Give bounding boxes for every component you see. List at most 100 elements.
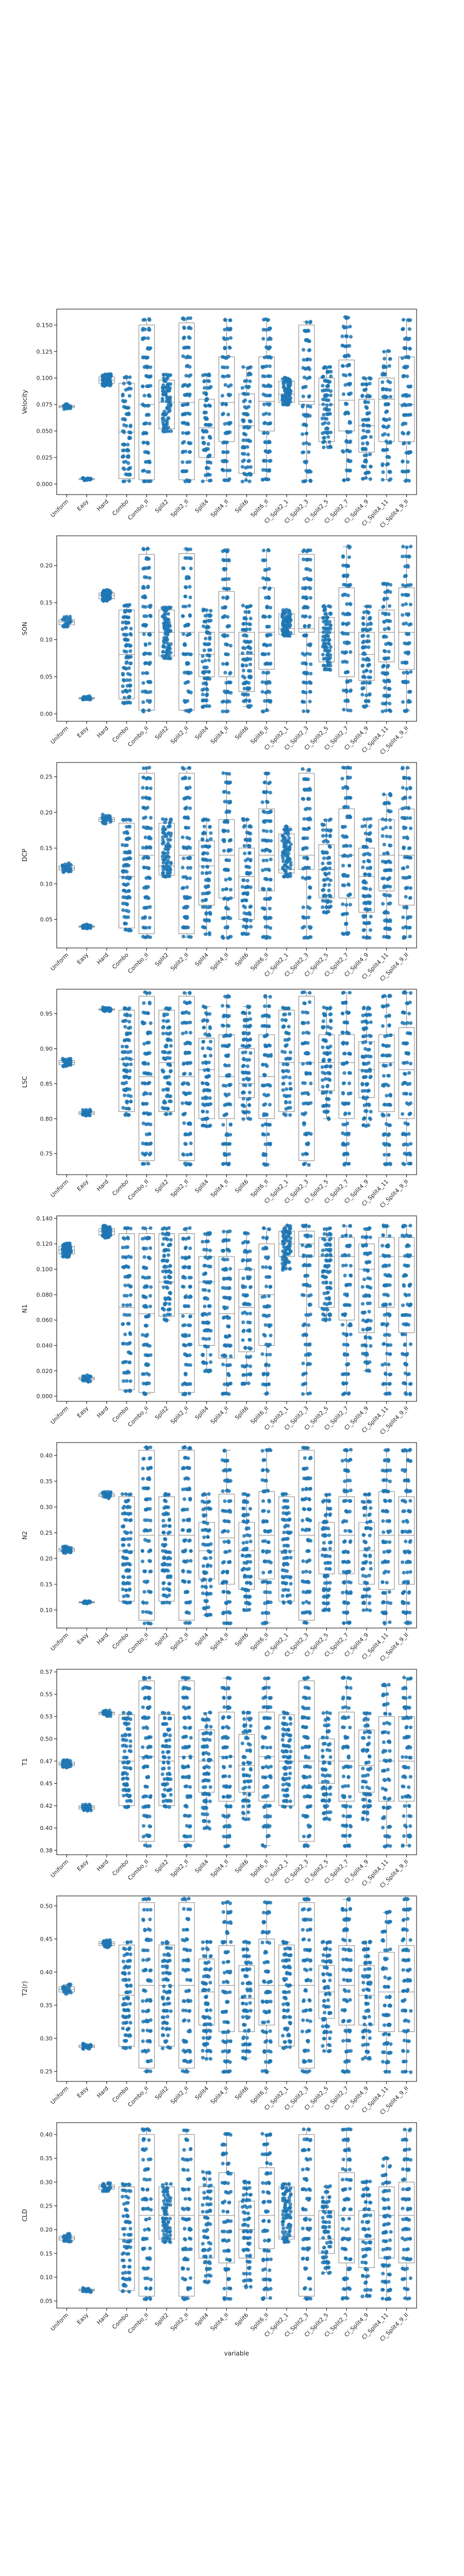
data-point bbox=[388, 380, 392, 384]
data-point bbox=[362, 894, 367, 899]
data-point bbox=[307, 895, 311, 900]
data-point bbox=[362, 465, 367, 469]
data-point bbox=[308, 557, 312, 562]
data-point bbox=[229, 691, 233, 695]
x-tick-label: Combo_II bbox=[126, 952, 150, 975]
data-point bbox=[87, 694, 91, 698]
data-point bbox=[125, 1013, 129, 1018]
data-point bbox=[182, 776, 186, 781]
data-point bbox=[367, 395, 371, 399]
data-point bbox=[244, 898, 248, 902]
box-Cl_Split2_3 bbox=[299, 548, 315, 714]
data-point bbox=[222, 828, 226, 833]
x-tick-label: Easy bbox=[76, 498, 90, 513]
data-point bbox=[361, 418, 365, 422]
data-point bbox=[167, 402, 171, 407]
data-point bbox=[247, 365, 252, 370]
data-point bbox=[362, 639, 366, 643]
data-point bbox=[121, 454, 126, 458]
data-point bbox=[204, 878, 208, 882]
data-point bbox=[267, 403, 271, 407]
x-tick-label: Uniform bbox=[49, 952, 70, 972]
data-point bbox=[162, 430, 166, 434]
data-point bbox=[168, 1031, 172, 1035]
data-point bbox=[169, 1038, 173, 1042]
data-point bbox=[402, 421, 406, 426]
data-point bbox=[366, 622, 370, 626]
box-Cl_Split2_5 bbox=[318, 604, 335, 672]
data-point bbox=[209, 608, 213, 613]
data-point bbox=[122, 1050, 126, 1054]
data-point bbox=[407, 327, 412, 331]
data-point bbox=[324, 839, 328, 843]
data-point bbox=[122, 615, 126, 619]
data-point bbox=[348, 903, 353, 907]
data-point bbox=[328, 866, 332, 870]
data-point bbox=[121, 908, 125, 912]
data-point bbox=[364, 628, 369, 632]
data-point bbox=[264, 345, 269, 349]
data-point bbox=[361, 442, 365, 446]
data-point bbox=[223, 346, 227, 350]
data-point bbox=[247, 845, 252, 849]
box-Cl_Split4_11 bbox=[378, 349, 395, 482]
data-point bbox=[201, 837, 205, 841]
data-point bbox=[141, 604, 145, 608]
data-point bbox=[125, 678, 129, 682]
x-tick-label: Split6 bbox=[234, 952, 250, 968]
data-point bbox=[401, 374, 405, 378]
data-point bbox=[245, 680, 249, 684]
data-point bbox=[366, 866, 370, 870]
data-point bbox=[201, 905, 205, 909]
data-point bbox=[241, 419, 245, 423]
data-point bbox=[124, 650, 128, 654]
data-point bbox=[308, 320, 312, 325]
data-point bbox=[164, 422, 169, 427]
data-point bbox=[124, 424, 128, 428]
data-point bbox=[208, 613, 212, 617]
data-point bbox=[205, 871, 209, 875]
data-point bbox=[142, 632, 146, 636]
data-point bbox=[343, 383, 347, 387]
data-point bbox=[382, 664, 386, 668]
data-point bbox=[189, 566, 193, 570]
data-point bbox=[364, 887, 369, 891]
data-point bbox=[344, 468, 349, 472]
data-point bbox=[246, 438, 251, 443]
data-point bbox=[381, 902, 385, 906]
data-point bbox=[121, 479, 125, 484]
data-point bbox=[127, 436, 131, 440]
data-point bbox=[387, 650, 391, 654]
data-point bbox=[205, 624, 209, 629]
data-point bbox=[242, 426, 246, 430]
data-point bbox=[225, 689, 229, 693]
box-Combo_II bbox=[138, 990, 155, 1166]
x-tick-label: Split6_II bbox=[249, 952, 270, 972]
data-point bbox=[142, 926, 146, 930]
data-point bbox=[243, 851, 247, 856]
data-point bbox=[246, 692, 250, 697]
data-point bbox=[201, 865, 205, 869]
data-point bbox=[201, 479, 205, 483]
data-point bbox=[363, 699, 368, 703]
data-point bbox=[383, 372, 387, 377]
data-point bbox=[128, 688, 132, 692]
data-point bbox=[326, 861, 330, 866]
data-point bbox=[122, 696, 126, 700]
x-tick-label: Split6_II bbox=[249, 725, 270, 745]
data-point bbox=[401, 327, 405, 331]
data-point bbox=[147, 1041, 151, 1045]
data-point bbox=[63, 862, 68, 867]
data-point bbox=[323, 421, 327, 425]
data-point bbox=[342, 884, 346, 888]
data-point bbox=[261, 392, 266, 397]
data-point bbox=[182, 796, 186, 801]
data-point bbox=[125, 615, 129, 619]
box-Combo bbox=[119, 603, 135, 705]
data-point bbox=[221, 596, 225, 600]
data-point bbox=[365, 430, 369, 434]
data-point bbox=[268, 906, 272, 911]
data-point bbox=[203, 642, 207, 646]
data-point bbox=[343, 659, 347, 664]
data-point bbox=[144, 826, 148, 831]
